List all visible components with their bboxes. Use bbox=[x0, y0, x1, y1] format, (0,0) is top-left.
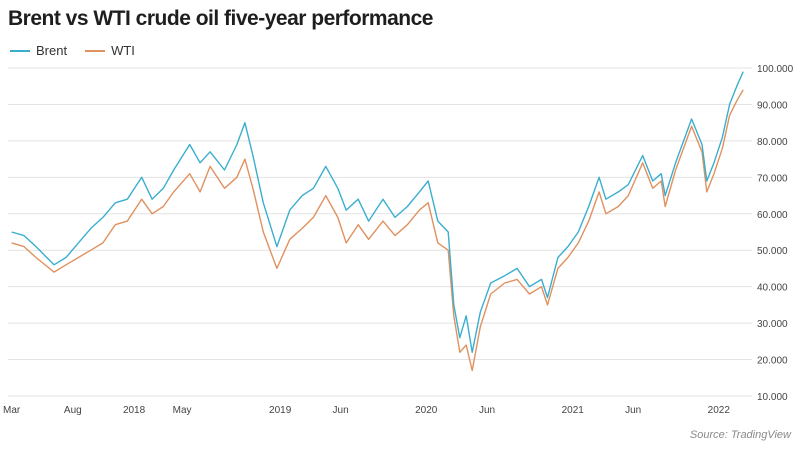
legend-swatch-brent bbox=[10, 49, 30, 52]
y-tick-label: 10.000 bbox=[757, 392, 788, 403]
legend-item-wti[interactable]: WTI bbox=[85, 43, 135, 58]
x-tick-label: Mar bbox=[3, 405, 21, 416]
x-tick-label: 2019 bbox=[269, 405, 292, 416]
x-tick-label: 2018 bbox=[123, 405, 146, 416]
x-axis-ticks: Mar Aug 2018 May 2019 Jun 2020 Jun 2021 Jun 2022 bbox=[3, 405, 730, 416]
x-tick-label: Jun bbox=[479, 405, 495, 416]
legend-label-brent: Brent bbox=[36, 43, 68, 58]
y-tick-label: 40.000 bbox=[757, 283, 788, 294]
y-tick-label: 70.000 bbox=[757, 173, 788, 184]
x-tick-label: Jun bbox=[625, 405, 641, 416]
x-tick-label: Jun bbox=[333, 405, 349, 416]
y-tick-label: 50.000 bbox=[757, 246, 788, 257]
x-tick-label: May bbox=[173, 405, 192, 416]
series-lines bbox=[11, 71, 744, 372]
y-tick-label: 30.000 bbox=[757, 319, 788, 330]
grid-lines bbox=[8, 67, 752, 397]
legend-item-brent[interactable]: Brent bbox=[10, 43, 67, 58]
x-tick-label: 2020 bbox=[415, 405, 438, 416]
y-tick-label: 60.000 bbox=[757, 210, 788, 221]
chart-legend: Brent WTI bbox=[10, 43, 135, 58]
x-tick-label: Aug bbox=[64, 405, 82, 416]
y-tick-label: 100.000 bbox=[757, 64, 794, 75]
source-note: Source: TradingView bbox=[689, 429, 791, 441]
y-axis-ticks: 10.000 20.000 30.000 40.000 50.000 60.000 70.0… bbox=[757, 64, 794, 403]
y-tick-label: 20.000 bbox=[757, 356, 788, 367]
legend-swatch-wti bbox=[85, 49, 106, 52]
chart-title: Brent vs WTI crude oil five-year perform… bbox=[8, 7, 433, 30]
series-line-brent bbox=[11, 71, 744, 353]
series-line-wti bbox=[11, 89, 744, 372]
x-tick-label: 2022 bbox=[708, 405, 731, 416]
y-tick-label: 80.000 bbox=[757, 137, 788, 148]
legend-label-wti: WTI bbox=[111, 43, 135, 58]
y-tick-label: 90.000 bbox=[757, 100, 788, 111]
x-tick-label: 2021 bbox=[562, 405, 585, 416]
